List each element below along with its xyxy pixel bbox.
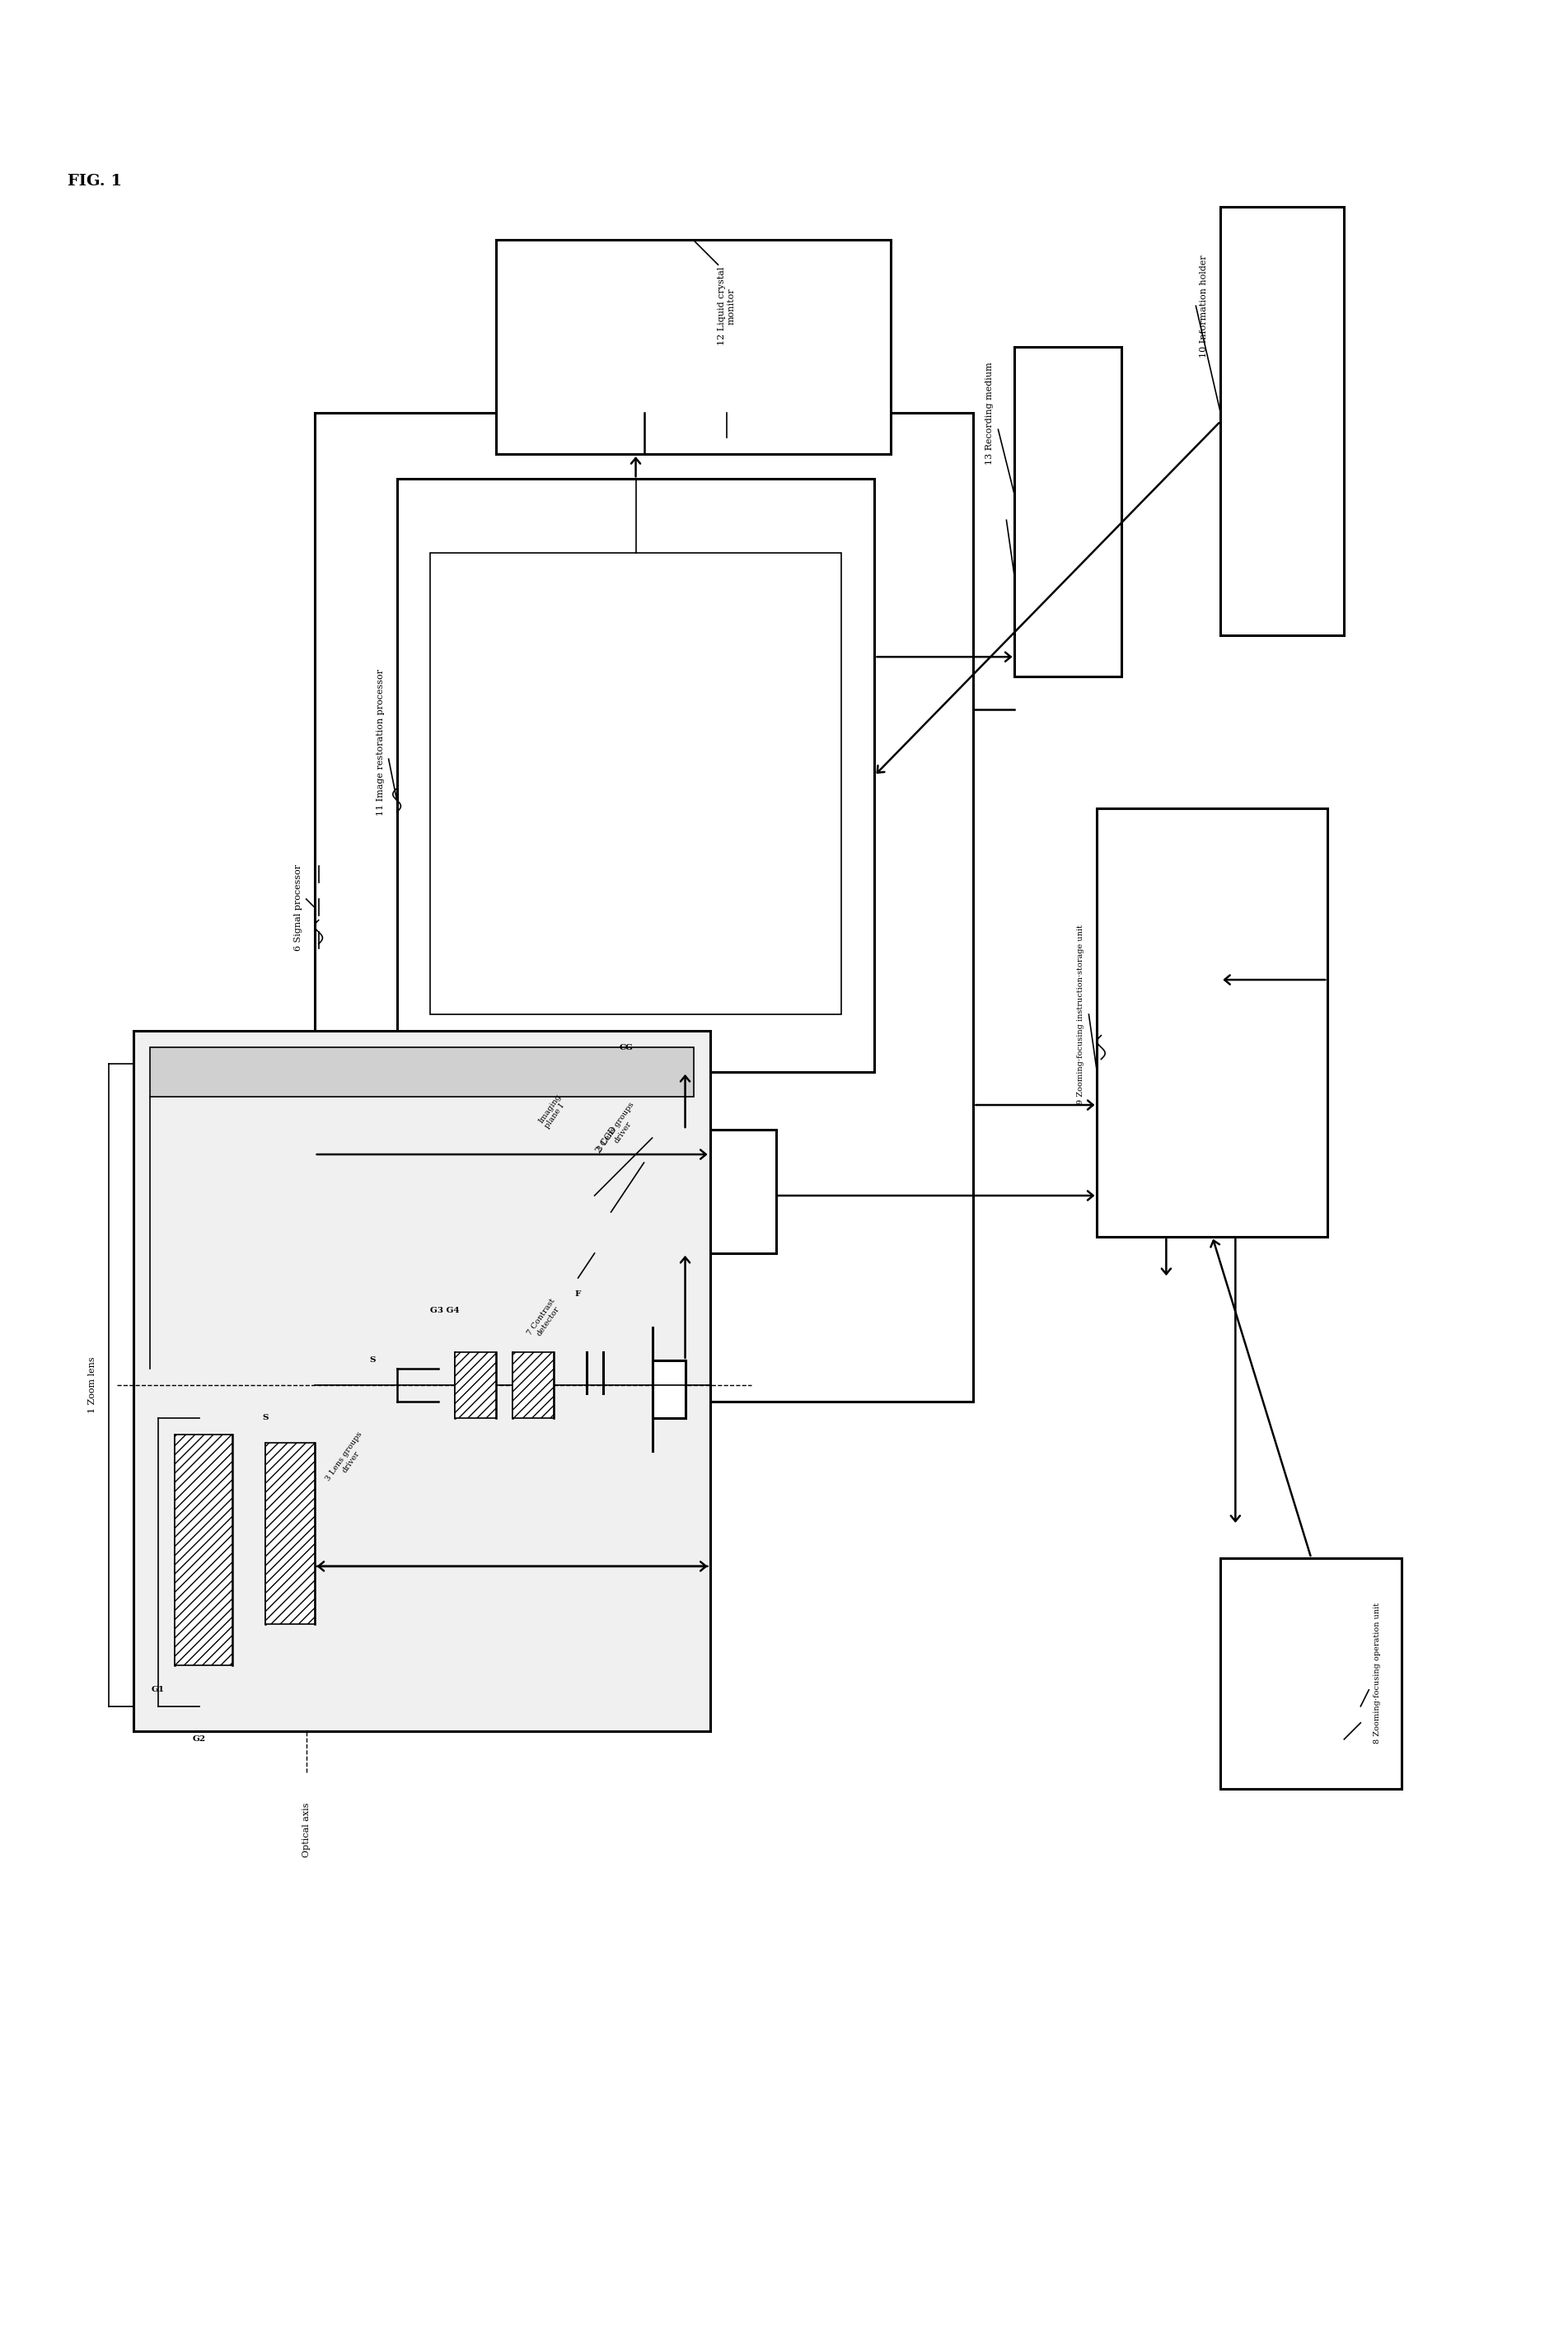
Bar	[133, 1032, 710, 1732]
Text: G2: G2	[193, 1737, 205, 1744]
Bar	[265, 1443, 315, 1624]
Text: 6 Signal processor: 6 Signal processor	[293, 865, 303, 952]
Text: F: F	[575, 1290, 582, 1297]
Bar	[1098, 808, 1328, 1236]
Bar	[455, 1351, 495, 1417]
Bar	[1220, 1558, 1402, 1788]
Bar	[1014, 348, 1121, 677]
Text: Imaging
plane I: Imaging plane I	[536, 1093, 569, 1130]
Text: FIG. 1: FIG. 1	[67, 174, 122, 188]
Text: 11 Image restoration processor: 11 Image restoration processor	[376, 670, 384, 815]
Bar	[495, 240, 891, 454]
Bar	[174, 1434, 232, 1666]
Text: CG: CG	[619, 1043, 633, 1050]
Bar	[149, 1048, 693, 1097]
Bar	[430, 552, 842, 1015]
Bar	[513, 1351, 554, 1417]
Text: 3 Lens groups
driver: 3 Lens groups driver	[596, 1102, 643, 1159]
Bar	[1220, 207, 1344, 634]
Text: 10 Information holder: 10 Information holder	[1200, 254, 1209, 357]
Text: S: S	[368, 1356, 375, 1363]
Text: 7 Contrast
detector: 7 Contrast detector	[527, 1297, 564, 1342]
Text: Optical axis: Optical axis	[303, 1802, 310, 1856]
Text: 1 Zoom lens: 1 Zoom lens	[88, 1356, 96, 1412]
Text: 9 Zooming·focusing instruction·storage unit: 9 Zooming·focusing instruction·storage u…	[1077, 924, 1083, 1104]
Text: 12 Liquid crystal
monitor: 12 Liquid crystal monitor	[718, 266, 735, 345]
Text: G1: G1	[152, 1687, 165, 1694]
Text: 3 Lens groups
driver: 3 Lens groups driver	[325, 1431, 370, 1488]
Bar	[397, 479, 875, 1072]
Bar	[652, 1361, 685, 1417]
Text: 2 CCD: 2 CCD	[594, 1126, 618, 1154]
Text: S: S	[262, 1415, 268, 1422]
Bar	[594, 1130, 776, 1253]
Text: 8 Zooming·focusing operation unit: 8 Zooming·focusing operation unit	[1374, 1603, 1381, 1744]
Text: G3 G4: G3 G4	[430, 1307, 459, 1314]
Bar	[315, 414, 974, 1401]
Text: 13 Recording medium: 13 Recording medium	[986, 362, 994, 465]
